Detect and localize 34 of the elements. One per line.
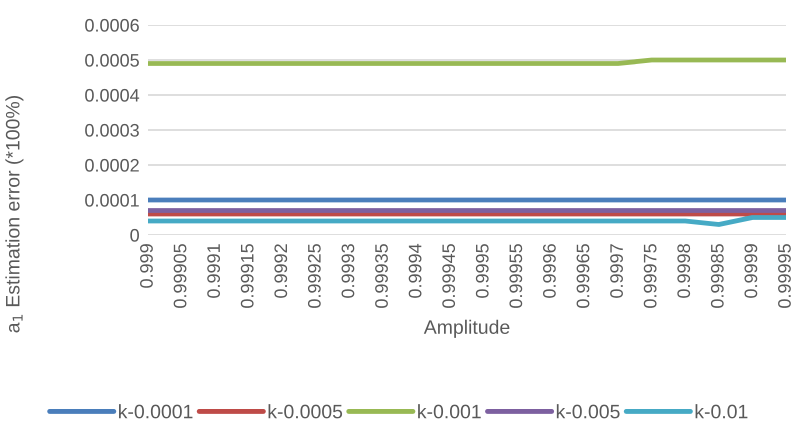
legend-label: k-0.001 — [418, 404, 481, 418]
x-tick-label: 0.99955 — [509, 244, 522, 308]
x-tick-label: 0.9994 — [408, 244, 422, 298]
legend-label: k-0.01 — [696, 404, 748, 418]
x-tick-label: 0.9998 — [677, 244, 690, 298]
y-tick-label: 0.0002 — [85, 158, 139, 172]
x-tick-label: 0.99965 — [576, 244, 590, 308]
x-tick-label: 0.99975 — [644, 244, 657, 308]
x-tick-label: 0.9996 — [543, 244, 556, 298]
x-tick-label: 0.9991 — [207, 244, 220, 298]
x-axis-title: Amplitude — [424, 320, 510, 338]
y-tick-label: 0 — [130, 228, 139, 242]
x-tick-label: 0.99905 — [174, 244, 186, 308]
x-tick-label: 0.99935 — [375, 244, 388, 308]
y-axis-title: a$_{1}$ Estimation error (*100%) — [5, 96, 24, 332]
y-tick-label: 0.0003 — [85, 124, 139, 137]
x-tick-label: 0.9995 — [476, 244, 489, 298]
y-tick-label: 0.0001 — [85, 194, 139, 207]
x-tick-label: 0.99925 — [308, 244, 321, 308]
y-tick-label: 0.0004 — [85, 88, 140, 102]
legend-label: k-0.0005 — [268, 404, 342, 418]
x-tick-label: 0.9997 — [610, 244, 623, 298]
x-tick-label: 0.9993 — [342, 244, 354, 298]
x-tick-label: 0.99915 — [240, 244, 254, 308]
x-tick-label: 0.999 — [140, 244, 153, 288]
legend-label: k-0.0001 — [119, 404, 192, 418]
x-tick-label: 0.9992 — [274, 244, 288, 298]
x-tick-label: 0.99995 — [778, 244, 791, 308]
x-tick-label: 0.99985 — [710, 244, 724, 308]
legend-label: k-0.005 — [556, 404, 620, 418]
y-tick-label: 0.0006 — [85, 18, 139, 32]
y-tick-label: 0.0005 — [85, 54, 139, 67]
x-tick-label: 0.9999 — [744, 244, 758, 298]
x-tick-label: 0.99945 — [442, 244, 456, 308]
